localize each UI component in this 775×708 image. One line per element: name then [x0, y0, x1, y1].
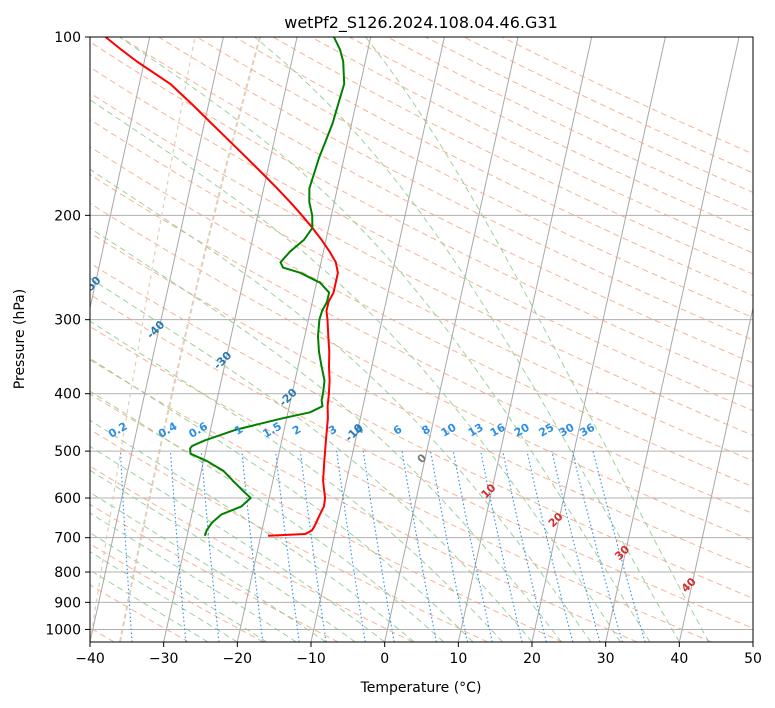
x-tick-label: 0	[380, 651, 389, 667]
x-tick-label: −40	[75, 651, 105, 667]
x-tick-label: −10	[296, 651, 326, 667]
x-tick-label: 30	[597, 651, 615, 667]
chart-title: wetPf2_S126.2024.108.04.46.G31	[284, 13, 558, 33]
y-axis-label: Pressure (hPa)	[12, 289, 28, 389]
x-tick-label: 20	[523, 651, 541, 667]
y-tick-label: 600	[54, 491, 81, 507]
y-tick-label: 500	[54, 444, 81, 460]
y-tick-label: 900	[54, 595, 81, 611]
y-tick-label: 200	[54, 208, 81, 224]
x-tick-label: −30	[149, 651, 179, 667]
x-tick-label: 40	[670, 651, 688, 667]
y-tick-label: 800	[54, 565, 81, 581]
y-tick-label: 300	[54, 313, 81, 329]
x-axis-label: Temperature (°C)	[360, 680, 482, 696]
y-tick-label: 1000	[45, 622, 81, 638]
y-tick-label: 400	[54, 387, 81, 403]
y-tick-label: 100	[54, 30, 81, 46]
x-tick-label: 10	[449, 651, 467, 667]
x-tick-label: −20	[223, 651, 253, 667]
y-tick-label: 700	[54, 531, 81, 547]
x-tick-label: 50	[744, 651, 762, 667]
